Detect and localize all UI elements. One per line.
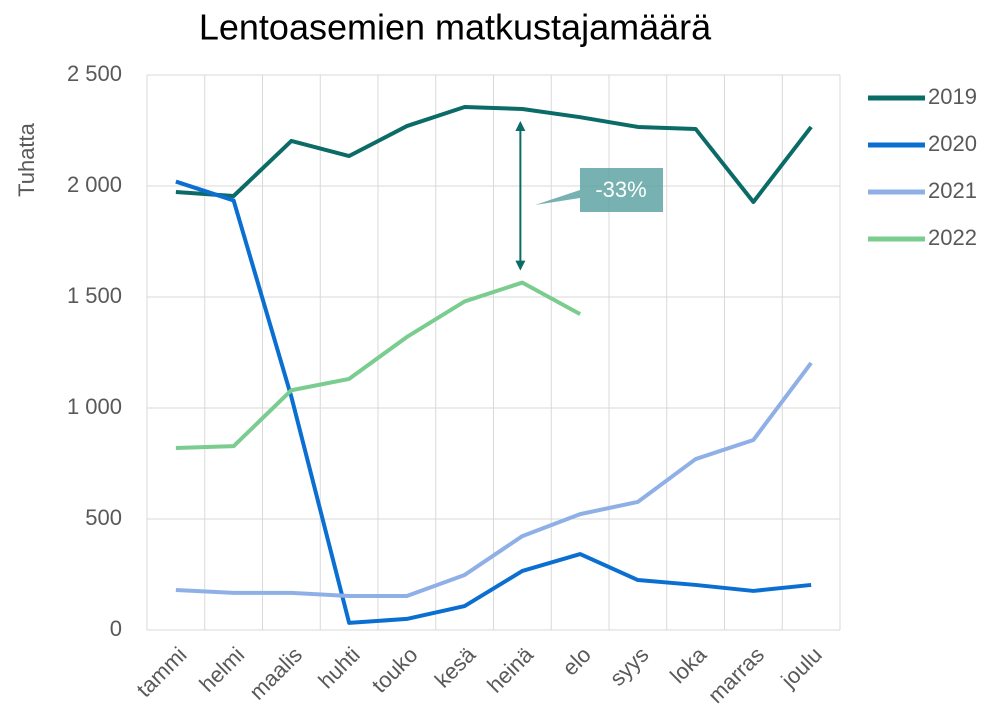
y-tick-label: 1 500 <box>67 283 122 308</box>
x-tick-label: kesä <box>430 641 481 692</box>
legend-label: 2019 <box>928 84 977 109</box>
y-tick-label: 0 <box>110 616 122 641</box>
legend-label: 2020 <box>928 131 977 156</box>
series-line <box>175 361 813 599</box>
chart-title: Lentoasemien matkustajamäärä <box>199 7 712 48</box>
x-tick-label: loka <box>665 641 712 688</box>
x-tick-label: huhti <box>313 642 364 693</box>
x-tick-label: helmi <box>194 642 249 697</box>
x-tick-label: syys <box>605 642 654 691</box>
x-tick-label: heinä <box>482 641 538 697</box>
x-tick-label: touko <box>367 642 423 698</box>
series-line <box>175 104 813 204</box>
y-axis-label: Tuhatta <box>14 122 39 197</box>
y-tick-label: 2 500 <box>67 61 122 86</box>
x-tick-label: tammi <box>131 642 191 702</box>
callout-text: -33% <box>595 177 646 202</box>
y-tick-label: 1 000 <box>67 394 122 419</box>
y-tick-label: 2 000 <box>67 172 122 197</box>
x-tick-label: joulu <box>776 642 827 693</box>
callout <box>535 168 663 212</box>
legend-label: 2022 <box>928 225 977 250</box>
series-line <box>175 280 582 450</box>
y-tick-label: 500 <box>85 505 122 530</box>
legend-label: 2021 <box>928 178 977 203</box>
series-line <box>175 179 812 625</box>
x-tick-label: marras <box>703 642 769 708</box>
x-tick-label: maalis <box>244 642 307 705</box>
x-tick-label: elo <box>557 642 595 680</box>
